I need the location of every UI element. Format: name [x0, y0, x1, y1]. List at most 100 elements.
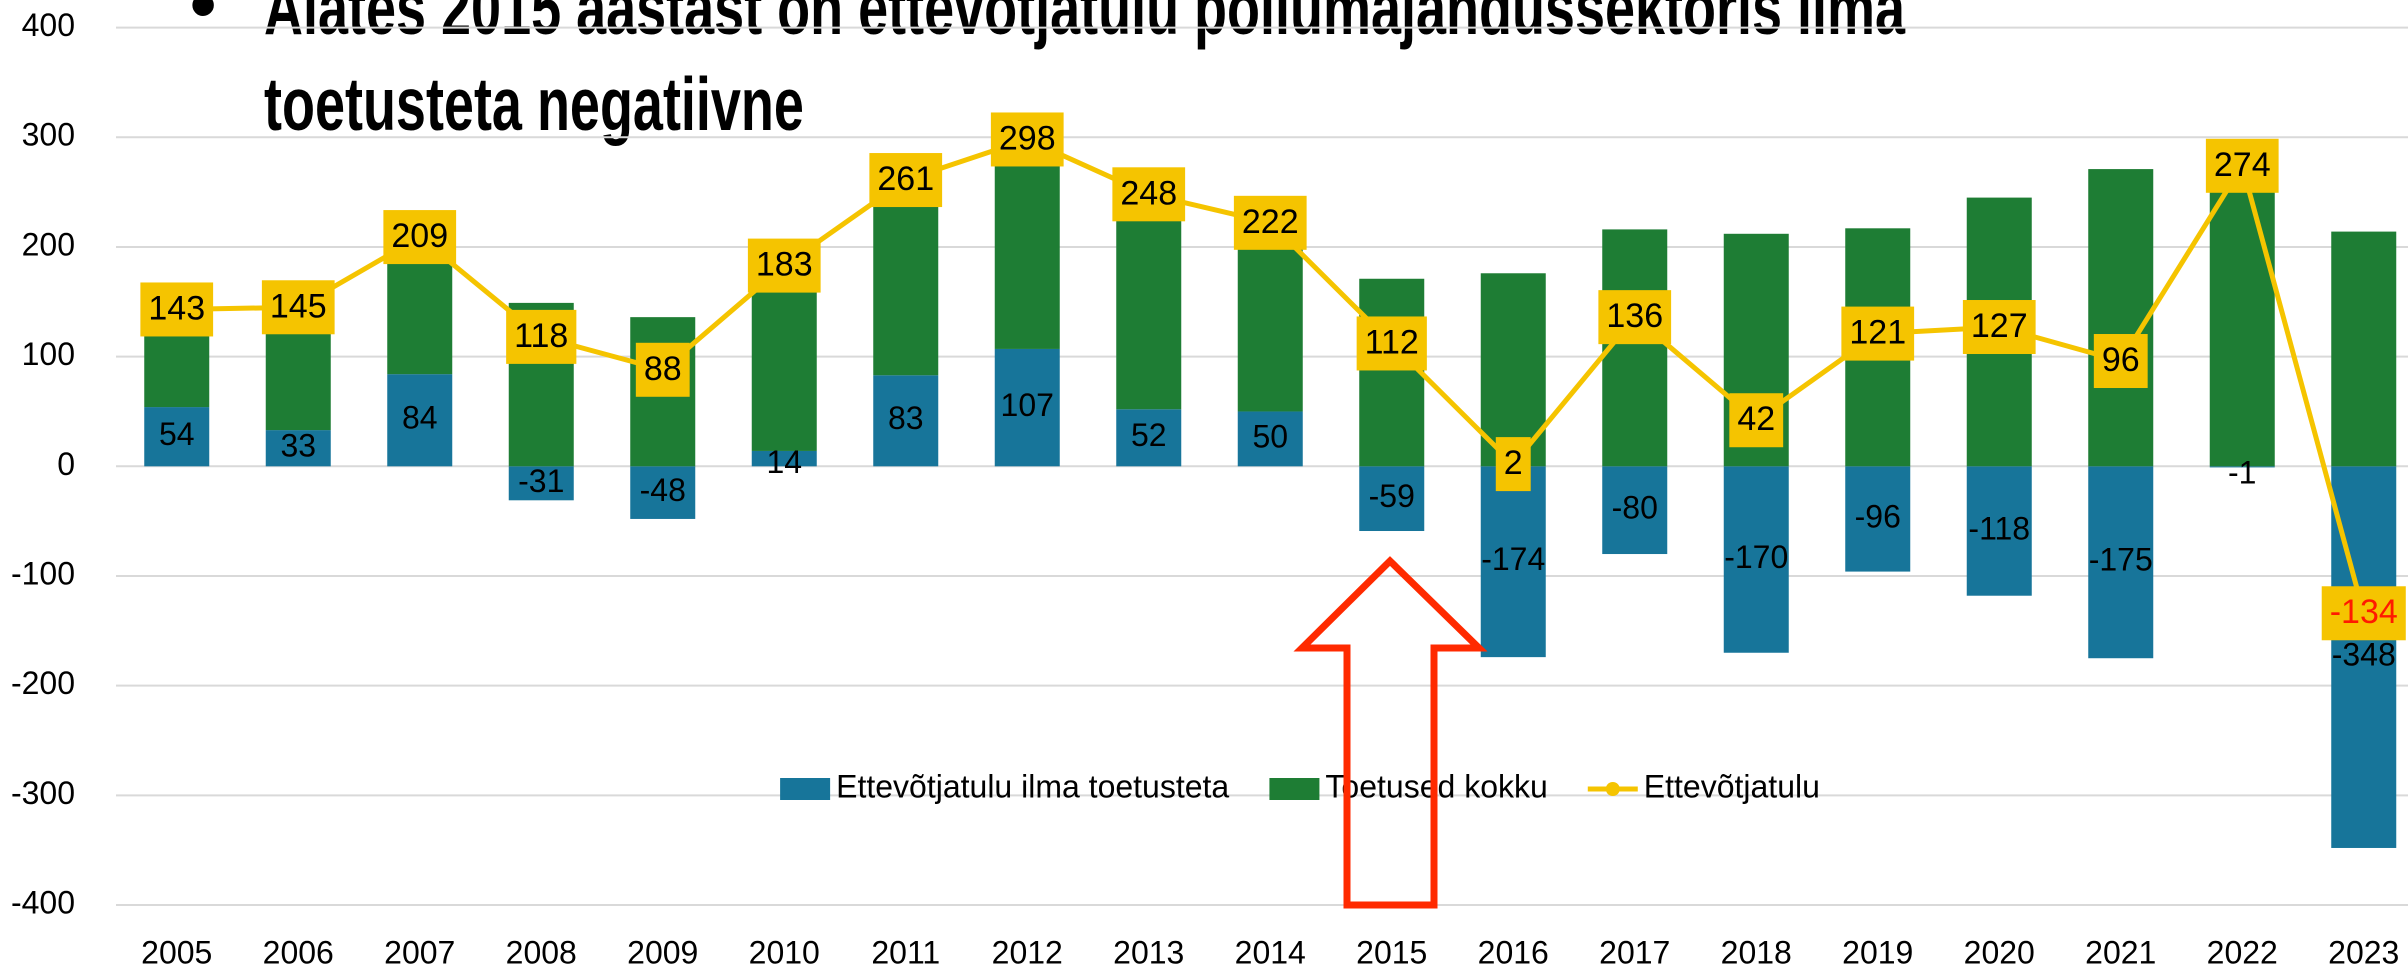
data-label: 107 — [1001, 387, 1054, 423]
bullet: • — [190, 0, 216, 46]
data-label: 118 — [514, 317, 568, 355]
line-label-box — [261, 280, 335, 335]
bar-segment — [2209, 466, 2275, 468]
line-label-box — [506, 309, 577, 364]
title: • Alates 2015 aastast on ettevõtjatulu p… — [190, 0, 1906, 146]
bar-segment — [1359, 278, 1425, 467]
x-tick-label: 2007 — [384, 934, 455, 970]
data-label: 50 — [1252, 418, 1288, 454]
legend-label: Ettevõtjatulu ilma toetusteta — [836, 768, 1229, 804]
legend-label: Ettevõtjatulu — [1644, 768, 1820, 804]
legend-swatch — [1269, 778, 1320, 800]
bar-segment — [1237, 411, 1303, 467]
title-line: Alates 2015 aastast on ettevõtjatulu põl… — [264, 0, 1906, 50]
line-label: 222 — [1233, 195, 1307, 250]
data-label: 112 — [1365, 323, 1419, 361]
line-label-box — [2205, 138, 2279, 193]
data-label: 248 — [1120, 174, 1177, 212]
bar-segment — [994, 139, 1060, 349]
line-label: 298 — [990, 112, 1064, 167]
x-tick-label: 2010 — [749, 934, 820, 970]
legend-swatch — [780, 778, 831, 800]
line-label-box — [1112, 167, 1186, 222]
x-tick-label: 2012 — [992, 934, 1063, 970]
bar-segment — [1116, 194, 1182, 410]
y-tick-label: 200 — [22, 226, 75, 262]
bar-segment — [1966, 466, 2032, 596]
line-label-box — [1841, 306, 1915, 361]
line-label-box — [990, 112, 1064, 167]
bar-segment — [873, 375, 939, 467]
line-label: 127 — [1962, 300, 2036, 355]
line-label-box — [747, 238, 821, 293]
data-label: -175 — [2089, 542, 2153, 578]
legend-item: Toetused kokku — [1269, 768, 1548, 804]
line-label-box — [1598, 290, 1672, 345]
bar-segment — [508, 466, 574, 501]
data-label: 42 — [1737, 400, 1775, 438]
data-label: -348 — [2332, 637, 2396, 673]
x-tick-label: 2021 — [2085, 934, 2156, 970]
x-tick-label: 2023 — [2328, 934, 2399, 970]
data-label: 83 — [888, 400, 924, 436]
line-label-box — [1233, 195, 1307, 250]
data-label: 52 — [1131, 417, 1167, 453]
legend-swatch — [1605, 782, 1620, 796]
line-label-box — [383, 210, 457, 265]
bar-segment — [1845, 466, 1911, 572]
data-label: -170 — [1724, 539, 1788, 575]
bar-segment — [1237, 222, 1303, 412]
x-tick-label: 2015 — [1356, 934, 1427, 970]
line-label: 261 — [869, 153, 943, 208]
legend-item: Ettevõtjatulu — [1587, 768, 1820, 804]
data-label: 298 — [999, 119, 1056, 157]
y-tick-label: 400 — [22, 7, 75, 43]
line-label: 274 — [2205, 138, 2279, 193]
legend: Ettevõtjatulu ilma toetusteta Toetused ko… — [780, 768, 1820, 804]
line-label-box — [2321, 586, 2406, 641]
data-label: 121 — [1849, 314, 1906, 352]
y-tick-label: 300 — [22, 117, 75, 153]
x-tick-label: 2019 — [1842, 934, 1913, 970]
bar-segment — [1480, 466, 1546, 658]
data-label: 222 — [1242, 203, 1299, 241]
data-label: 2 — [1504, 444, 1523, 482]
bar-segment — [1602, 466, 1668, 555]
x-tick-label: 2005 — [141, 934, 212, 970]
y-tick-label: -400 — [11, 884, 75, 920]
title-line: toetusteta negatiivne — [264, 62, 804, 146]
bar-segment — [144, 407, 210, 467]
data-label: 136 — [1606, 297, 1663, 335]
x-tick-label: 2017 — [1599, 934, 1670, 970]
data-label: 33 — [280, 428, 316, 464]
line-label-box — [635, 342, 690, 397]
x-tick-label: 2006 — [263, 934, 334, 970]
bar-segment — [2088, 466, 2154, 659]
line-label-box — [2093, 334, 2148, 389]
x-tick-label: 2016 — [1478, 934, 1549, 970]
line-label-box — [140, 282, 214, 337]
data-label: -59 — [1369, 478, 1415, 514]
data-label: -31 — [518, 463, 564, 499]
line-label-box — [869, 153, 943, 208]
bar-segment — [751, 450, 817, 467]
y-tick-label: 100 — [22, 336, 75, 372]
line-label: 112 — [1356, 316, 1427, 371]
bar-segment — [2088, 169, 2154, 467]
data-label: 261 — [877, 160, 934, 198]
data-label: 127 — [1971, 307, 2028, 345]
line-label: 121 — [1841, 306, 1915, 361]
data-label: -174 — [1481, 541, 1545, 577]
y-tick-label: -200 — [11, 665, 75, 701]
line-label: 248 — [1112, 167, 1186, 222]
bar-segment — [387, 374, 453, 467]
data-label: 96 — [2102, 341, 2140, 379]
x-tick-label: 2018 — [1721, 934, 1792, 970]
bar-segment — [873, 180, 939, 376]
bar-segment — [994, 348, 1060, 467]
line-label: -134 — [2321, 586, 2406, 641]
line-label: 183 — [747, 238, 821, 293]
x-tick-label: 2008 — [506, 934, 577, 970]
x-tick-label: 2014 — [1235, 934, 1306, 970]
